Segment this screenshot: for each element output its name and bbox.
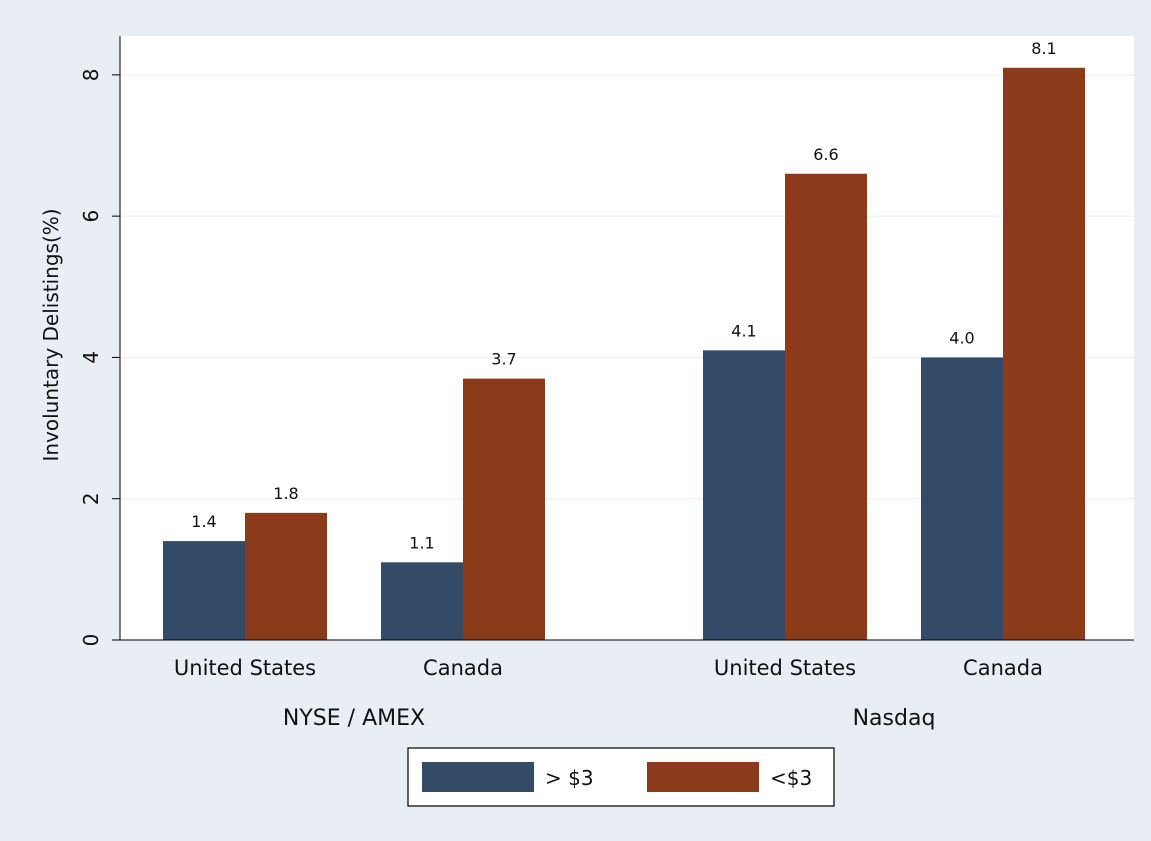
x-group-labels: NYSE / AMEX Nasdaq bbox=[283, 706, 935, 731]
x-category-label: Canada bbox=[963, 656, 1043, 680]
legend-swatch-series-2 bbox=[647, 762, 759, 792]
bar-nyse-amex-canada-series-2 bbox=[463, 378, 545, 640]
bar-nyse-amex-united-states-series-2 bbox=[245, 512, 327, 640]
x-group-label: NYSE / AMEX bbox=[283, 706, 425, 731]
x-category-label: United States bbox=[714, 656, 856, 680]
bar-nasdaq-united-states-series-1 bbox=[703, 350, 785, 640]
data-label: 1.4 bbox=[191, 512, 216, 531]
y-tick-label: 0 bbox=[79, 634, 103, 647]
y-tick-label: 4 bbox=[79, 351, 103, 364]
data-label: 4.0 bbox=[949, 328, 974, 347]
y-tick-label: 2 bbox=[79, 492, 103, 505]
legend: > $3 <$3 bbox=[407, 747, 835, 807]
data-label: 4.1 bbox=[731, 321, 756, 340]
legend-swatch-series-1 bbox=[422, 762, 534, 792]
x-category-label: United States bbox=[174, 656, 316, 680]
legend-label-series-2: <$3 bbox=[770, 766, 812, 790]
y-axis-ticks: 0 2 4 6 8 bbox=[79, 68, 120, 646]
bar-nasdaq-canada-series-1 bbox=[921, 357, 1003, 640]
y-tick-label: 8 bbox=[79, 68, 103, 81]
bar-nyse-amex-united-states-series-1 bbox=[163, 541, 245, 640]
x-category-label: Canada bbox=[423, 656, 503, 680]
data-label: 1.8 bbox=[273, 484, 298, 503]
x-category-labels: United States Canada United States Canada bbox=[174, 656, 1043, 680]
x-group-label: Nasdaq bbox=[853, 706, 936, 731]
data-label: 8.1 bbox=[1031, 39, 1056, 58]
bar-nasdaq-united-states-series-2 bbox=[785, 173, 867, 640]
bar-nasdaq-canada-series-2 bbox=[1003, 67, 1085, 640]
bar-nyse-amex-canada-series-1 bbox=[381, 562, 463, 640]
legend-label-series-1: > $3 bbox=[545, 766, 594, 790]
data-label: 6.6 bbox=[813, 145, 838, 164]
data-label: 3.7 bbox=[491, 350, 516, 369]
data-label: 1.1 bbox=[409, 533, 434, 552]
y-axis-label: Involuntary Delistings(%) bbox=[39, 208, 63, 461]
bars bbox=[163, 67, 1085, 640]
y-tick-label: 6 bbox=[79, 210, 103, 223]
data-labels: 1.4 1.8 1.1 3.7 4.1 6.6 4.0 8.1 bbox=[191, 39, 1056, 553]
